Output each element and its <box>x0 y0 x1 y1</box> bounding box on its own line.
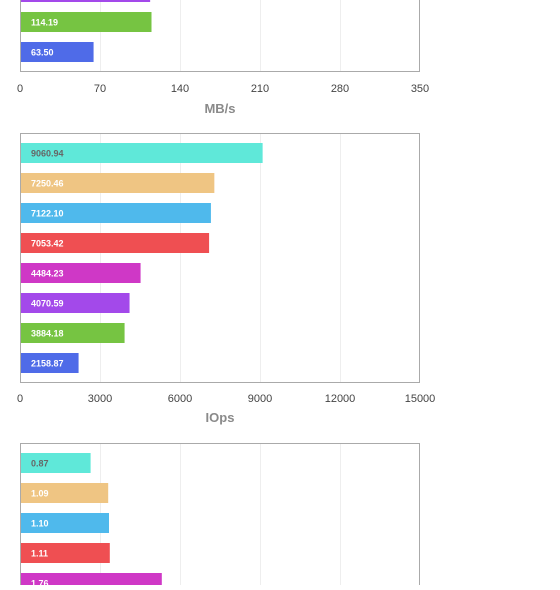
iops-bar-label: 7122.10 <box>31 209 64 219</box>
mbps-bar-label: 114.19 <box>31 18 58 28</box>
iops-tick-label: 15000 <box>405 393 436 405</box>
iops-tick-label: 12000 <box>325 393 356 405</box>
mbps-tick-label: 210 <box>251 83 269 95</box>
iops-axis-title: IOps <box>206 410 235 425</box>
mbps-bar <box>21 12 152 32</box>
latency-bar-label: 0.87 <box>31 459 49 469</box>
iops-bar <box>21 323 125 343</box>
latency-bar <box>21 543 110 563</box>
iops-bar <box>21 143 263 163</box>
mbps-bar-label: 63.50 <box>31 48 54 58</box>
iops-bar <box>21 353 79 373</box>
iops-bar <box>21 173 215 193</box>
mbps-frame <box>20 0 420 72</box>
iops-tick-label: 6000 <box>168 393 192 405</box>
iops-tick-label: 0 <box>17 393 23 405</box>
iops-bar <box>21 293 130 313</box>
iops-bar <box>21 233 210 253</box>
mbps-tick-label: 350 <box>411 83 429 95</box>
iops-bar <box>21 203 211 223</box>
mbps-bar <box>21 0 151 2</box>
chart-latency-svg: 0.87 1.09 1.10 1.11 1.76 <box>20 443 420 590</box>
iops-bar-label: 7250.46 <box>31 179 64 189</box>
latency-bar <box>21 513 109 533</box>
iops-tick-label: 9000 <box>248 393 272 405</box>
latency-frame <box>20 443 420 590</box>
iops-frame <box>20 133 420 383</box>
latency-bar <box>21 483 109 503</box>
mbps-bar <box>21 42 94 62</box>
chart-iops: 9060.94 7250.46 7122.10 7053.42 4484.23 4070.… <box>0 130 560 440</box>
latency-bar-label: 1.76 <box>31 579 49 586</box>
iops-bar-label: 3884.18 <box>31 329 64 339</box>
latency-bar-label: 1.11 <box>31 549 48 559</box>
iops-tick-label: 3000 <box>88 393 112 405</box>
mbps-tick-label: 0 <box>17 83 23 95</box>
chart-latency: 0.87 1.09 1.10 1.11 1.76 <box>0 440 560 590</box>
chart-mbps-svg: 114.19 63.50 0 70 140 210 280 350 MB/s <box>17 0 429 116</box>
latency-bar-label: 1.10 <box>31 519 49 529</box>
iops-bar-label: 7053.42 <box>31 239 64 249</box>
iops-bar-label: 9060.94 <box>31 149 64 159</box>
mbps-tick-label: 280 <box>331 83 349 95</box>
mbps-axis-title: MB/s <box>204 101 235 116</box>
chart-iops-svg: 9060.94 7250.46 7122.10 7053.42 4484.23 4070.… <box>17 133 436 425</box>
iops-bar-label: 4070.59 <box>31 299 64 309</box>
iops-bar <box>21 263 141 283</box>
iops-bar-label: 4484.23 <box>31 269 64 279</box>
latency-bar-label: 1.09 <box>31 489 49 499</box>
chart-mbps: 114.19 63.50 0 70 140 210 280 350 MB/s <box>0 0 560 130</box>
mbps-tick-label: 140 <box>171 83 189 95</box>
latency-bar <box>21 453 91 473</box>
mbps-tick-label: 70 <box>94 83 106 95</box>
iops-bar-label: 2158.87 <box>31 359 64 369</box>
